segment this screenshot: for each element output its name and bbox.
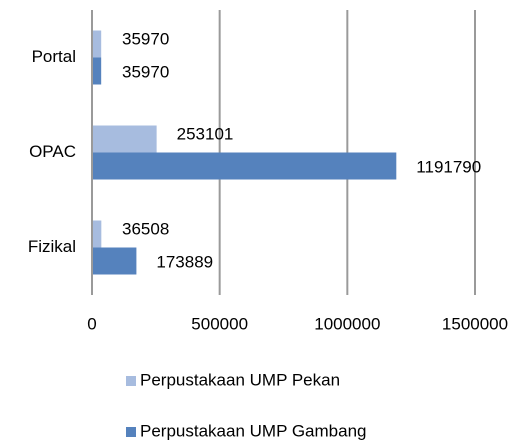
y-tick-label: Fizikal	[28, 237, 76, 256]
x-tick-label: 500000	[191, 314, 248, 333]
value-label: 36508	[122, 219, 169, 238]
bar	[92, 220, 102, 248]
bar	[92, 57, 102, 85]
legend-label: Perpustakaan UMP Gambang	[140, 421, 366, 440]
legend-label: Perpustakaan UMP Pekan	[140, 370, 340, 389]
value-label: 35970	[122, 62, 169, 81]
y-tick-label: OPAC	[29, 142, 76, 161]
x-tick-label: 1500000	[442, 314, 508, 333]
value-label: 35970	[122, 29, 169, 48]
bar	[92, 152, 397, 180]
legend-swatch	[126, 376, 136, 386]
y-tick-label: Portal	[32, 47, 76, 66]
legend-swatch	[126, 427, 136, 437]
value-label: 173889	[156, 252, 213, 271]
value-label: 1191790	[416, 157, 481, 176]
x-tick-label: 1000000	[314, 314, 380, 333]
value-label: 253101	[177, 124, 234, 143]
bar	[92, 30, 102, 58]
x-tick-label: 0	[87, 314, 96, 333]
bar	[92, 125, 157, 153]
bar	[92, 247, 137, 275]
